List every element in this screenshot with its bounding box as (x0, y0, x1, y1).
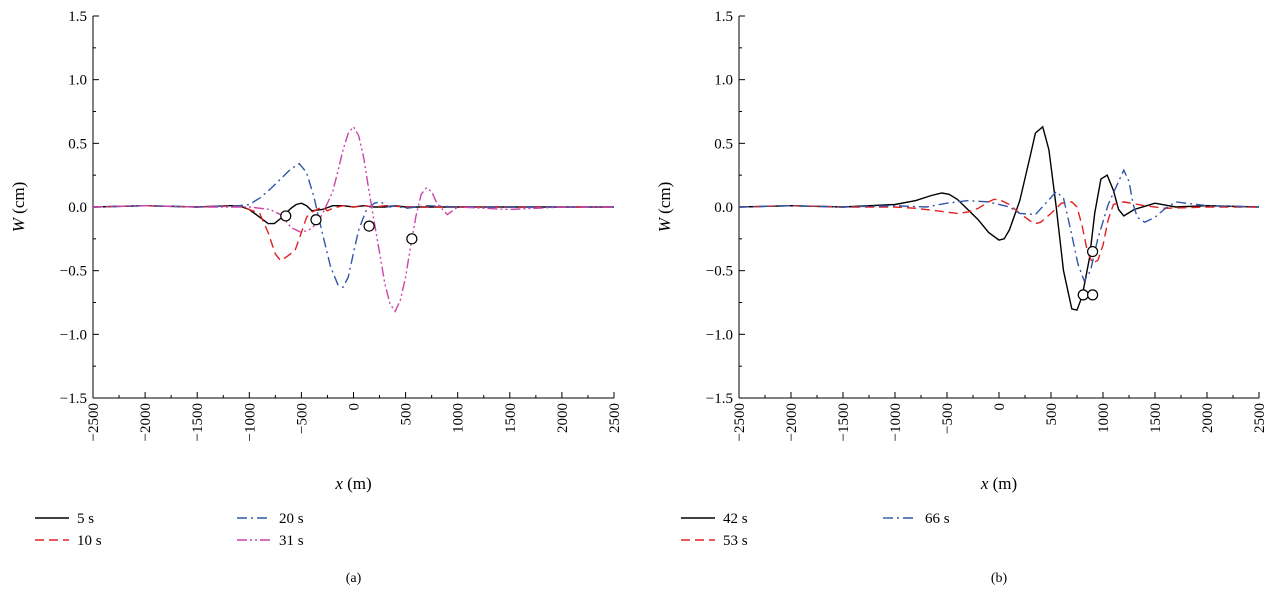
x-tick-label: 1500 (1148, 403, 1164, 433)
x-tick-label: 2500 (607, 403, 623, 433)
x-axis-label-unit: (m) (993, 474, 1018, 493)
x-tick-label: −2000 (784, 403, 800, 441)
y-axis-label: W (cm) (655, 182, 674, 233)
x-axis-label-unit: (m) (347, 474, 372, 493)
legend-label: 20 s (279, 511, 304, 527)
legend-label: 53 s (723, 533, 748, 549)
chart-panel-b: −1.5 −1.0 −0.5 0.0 0.5 1.0 1.5 −2500 −2000 −1500 −… (655, 9, 1268, 586)
y-tick-label: 1.5 (714, 9, 733, 25)
series-line-42s (739, 125, 1259, 311)
panel-label: (b) (991, 571, 1008, 586)
x-tick-label: 0 (992, 403, 1008, 411)
series-line-10s (93, 204, 614, 262)
y-tick-label: −1.5 (60, 391, 87, 407)
x-tick-label: 2000 (1200, 403, 1216, 433)
legend-label: 31 s (279, 533, 304, 549)
y-tick-label: 1.0 (714, 73, 733, 89)
x-tick-label: −1500 (836, 403, 852, 441)
y-tick-label: −0.5 (706, 264, 733, 280)
y-tick-label: −1.5 (706, 391, 733, 407)
x-tick-label: −2500 (732, 403, 748, 441)
x-tick-label: −2000 (138, 403, 154, 441)
x-tick-label: −1500 (190, 403, 206, 441)
y-tick-label: 0.0 (714, 200, 733, 216)
x-axis-label: x (m) (334, 474, 371, 493)
y-tick-label: 0.0 (68, 200, 87, 216)
x-tick-label: −500 (940, 403, 956, 434)
x-tick-label: 500 (399, 403, 415, 426)
chart-panel-a: −1.5 −1.0 −0.5 0.0 0.5 1.0 1.5 −2500 −2000 −1500 −… (9, 9, 623, 586)
series-line-66s (739, 168, 1259, 283)
x-tick-label: 1500 (503, 403, 519, 433)
data-marker (1086, 289, 1099, 301)
series-line-53s (739, 198, 1259, 264)
legend-label: 5 s (77, 511, 94, 527)
y-tick-label: −1.0 (60, 327, 87, 343)
series-line-31s (93, 125, 614, 313)
x-tick-label: −1000 (888, 403, 904, 441)
x-tick-label: 1000 (1096, 403, 1112, 433)
y-tick-label: 1.0 (68, 73, 87, 89)
y-axis-label-var: W (9, 216, 28, 232)
data-marker (1086, 245, 1099, 258)
panel-label: (a) (346, 571, 362, 586)
x-tick-label: −2500 (86, 403, 102, 441)
y-tick-label: −1.0 (706, 327, 733, 343)
legend-label: 66 s (925, 511, 950, 527)
series-line-20s (93, 162, 614, 289)
y-tick-label: −0.5 (60, 264, 87, 280)
y-axis-label-unit: (cm) (9, 182, 28, 214)
data-marker (280, 210, 292, 222)
y-tick-label: 1.5 (68, 9, 87, 25)
x-axis-label-var: x (334, 474, 343, 493)
data-marker (363, 220, 375, 232)
y-axis-label-var: W (655, 216, 674, 232)
data-marker (406, 233, 418, 245)
x-tick-label: 2500 (1252, 403, 1268, 433)
y-tick-label: 0.5 (68, 136, 87, 152)
data-marker (310, 214, 322, 226)
y-axis-label: W (cm) (9, 182, 28, 233)
y-tick-label: 0.5 (714, 136, 733, 152)
x-tick-label: 500 (1044, 403, 1060, 426)
x-axis-label-var: x (980, 474, 989, 493)
x-tick-label: −500 (294, 403, 310, 434)
x-tick-label: 1000 (451, 403, 467, 433)
x-tick-label: 2000 (555, 403, 571, 433)
y-axis-label-unit: (cm) (655, 182, 674, 214)
legend-label: 10 s (77, 533, 102, 549)
legend-label: 42 s (723, 511, 748, 527)
x-axis-label: x (m) (980, 474, 1017, 493)
x-tick-label: −1000 (242, 403, 258, 441)
data-marker (1077, 289, 1089, 301)
x-tick-label: 0 (347, 403, 363, 411)
